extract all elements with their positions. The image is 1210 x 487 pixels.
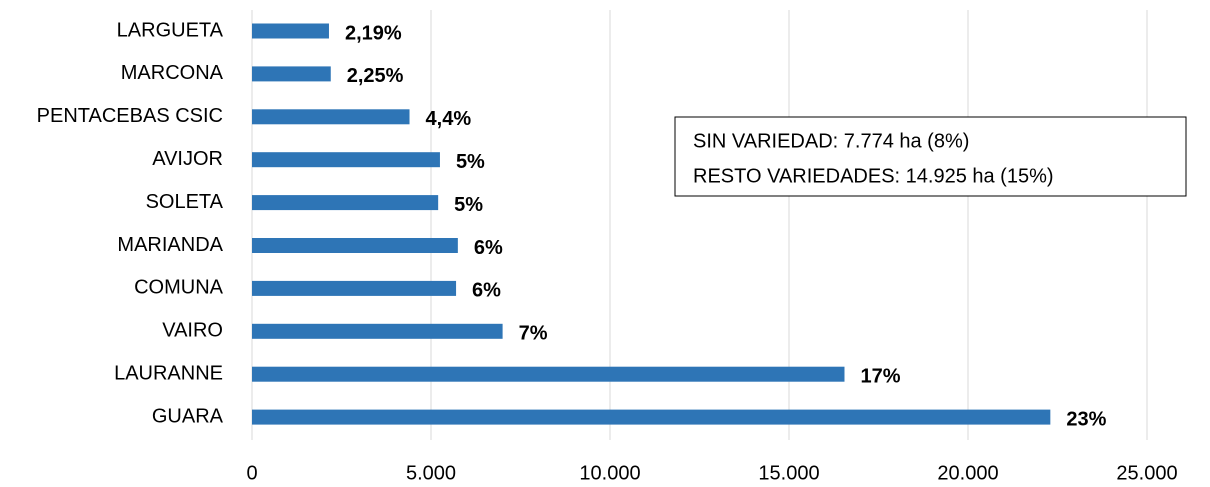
x-tick-label: 0 xyxy=(246,462,257,484)
bar xyxy=(252,238,458,253)
y-tick-label: LARGUETA xyxy=(117,19,224,41)
x-tick-label: 15.000 xyxy=(758,462,819,484)
x-tick-label: 10.000 xyxy=(579,462,640,484)
data-label: 2,25% xyxy=(347,65,404,87)
bar xyxy=(252,195,439,211)
y-tick-label: PENTACEBAS CSIC xyxy=(37,105,223,127)
bar xyxy=(252,409,1051,425)
annotation-box xyxy=(674,116,1187,197)
data-label: 5% xyxy=(456,151,485,173)
annotation: SIN VARIEDAD: 7.774 ha (8%) xyxy=(693,130,969,152)
data-label: 5% xyxy=(454,194,483,216)
bar xyxy=(252,366,845,382)
annotation: RESTO VARIEDADES: 14.925 ha (15%) xyxy=(693,165,1054,187)
x-tick-label: 5.000 xyxy=(406,462,456,484)
data-label: 6% xyxy=(474,237,503,259)
bar xyxy=(252,280,457,296)
y-tick-label: MARIANDA xyxy=(117,234,223,256)
data-label: 6% xyxy=(472,280,501,302)
data-label: 7% xyxy=(519,323,548,345)
y-tick-label: LAURANNE xyxy=(114,362,223,384)
data-label: 17% xyxy=(860,365,900,387)
y-tick-label: VAIRO xyxy=(162,320,223,342)
y-tick-label: COMUNA xyxy=(134,277,224,299)
data-label: 2,19% xyxy=(345,22,402,44)
data-label: 23% xyxy=(1066,408,1106,430)
y-tick-label: GUARA xyxy=(152,405,224,427)
data-label: 4,4% xyxy=(426,108,472,130)
bar xyxy=(252,152,440,168)
bar xyxy=(252,23,329,39)
bar xyxy=(252,66,331,82)
x-tick-label: 25.000 xyxy=(1116,462,1177,484)
bar xyxy=(252,323,503,339)
x-tick-label: 20.000 xyxy=(937,462,998,484)
bar xyxy=(252,109,410,125)
y-tick-label: SOLETA xyxy=(146,191,224,213)
y-tick-label: MARCONA xyxy=(121,62,224,84)
y-tick-label: AVIJOR xyxy=(152,148,223,170)
